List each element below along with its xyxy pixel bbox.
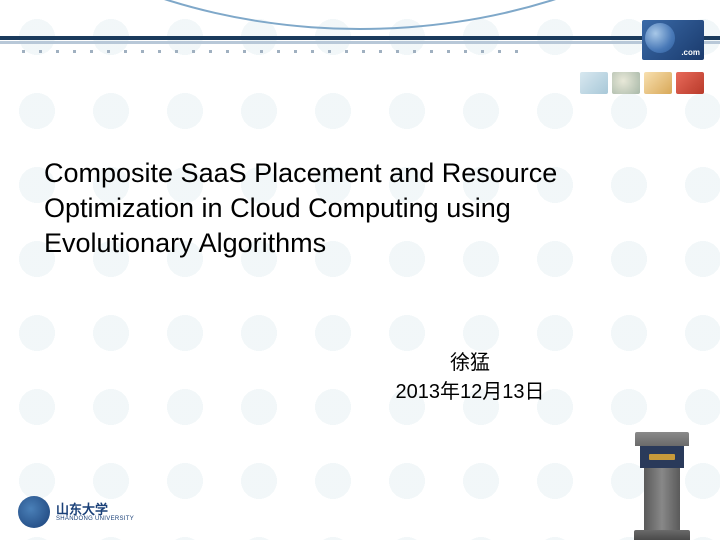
dot xyxy=(209,50,212,53)
university-seal-icon xyxy=(18,496,50,528)
header-bar-light xyxy=(0,41,720,44)
podium-base xyxy=(634,530,690,540)
dot xyxy=(515,50,518,53)
dot xyxy=(107,50,110,53)
dot xyxy=(243,50,246,53)
dot xyxy=(90,50,93,53)
header-bar xyxy=(0,36,720,64)
podium-graphic xyxy=(632,432,692,540)
dot xyxy=(396,50,399,53)
dot xyxy=(328,50,331,53)
dot xyxy=(124,50,127,53)
podium-top xyxy=(635,432,689,446)
meta-block: 徐猛 2013年12月13日 xyxy=(0,346,720,404)
dot xyxy=(158,50,161,53)
header-dot-row xyxy=(0,50,720,53)
dot xyxy=(413,50,416,53)
globe-icon xyxy=(645,23,675,53)
dot xyxy=(464,50,467,53)
dot xyxy=(481,50,484,53)
header-thumb xyxy=(580,72,608,94)
dot xyxy=(39,50,42,53)
university-name-en: SHANDONG UNIVERSITY xyxy=(56,516,134,522)
dot xyxy=(226,50,229,53)
dot xyxy=(141,50,144,53)
header-thumb xyxy=(612,72,640,94)
slide-title: Composite SaaS Placement and Resource Op… xyxy=(44,156,666,261)
dot xyxy=(175,50,178,53)
dot xyxy=(430,50,433,53)
dot xyxy=(447,50,450,53)
com-label: .com xyxy=(681,48,700,57)
dot xyxy=(73,50,76,53)
dot xyxy=(56,50,59,53)
dot xyxy=(192,50,195,53)
podium-panel xyxy=(640,446,684,468)
dot xyxy=(260,50,263,53)
header-thumb xyxy=(676,72,704,94)
dot xyxy=(362,50,365,53)
title-block: Composite SaaS Placement and Resource Op… xyxy=(44,156,666,261)
dot xyxy=(294,50,297,53)
dot xyxy=(22,50,25,53)
university-logo: 山东大学 SHANDONG UNIVERSITY xyxy=(18,496,134,528)
author-name: 徐猛 xyxy=(220,346,720,375)
com-badge: .com xyxy=(642,20,704,60)
dot xyxy=(311,50,314,53)
university-name-cn: 山东大学 xyxy=(56,503,134,516)
dot xyxy=(379,50,382,53)
header-thumbnail-row xyxy=(580,72,704,94)
dot xyxy=(277,50,280,53)
header-bar-dark xyxy=(0,36,720,40)
podium-body xyxy=(644,468,680,530)
header-thumb xyxy=(644,72,672,94)
dot xyxy=(498,50,501,53)
university-text: 山东大学 SHANDONG UNIVERSITY xyxy=(56,503,134,522)
dot xyxy=(345,50,348,53)
presentation-date: 2013年12月13日 xyxy=(220,375,720,404)
